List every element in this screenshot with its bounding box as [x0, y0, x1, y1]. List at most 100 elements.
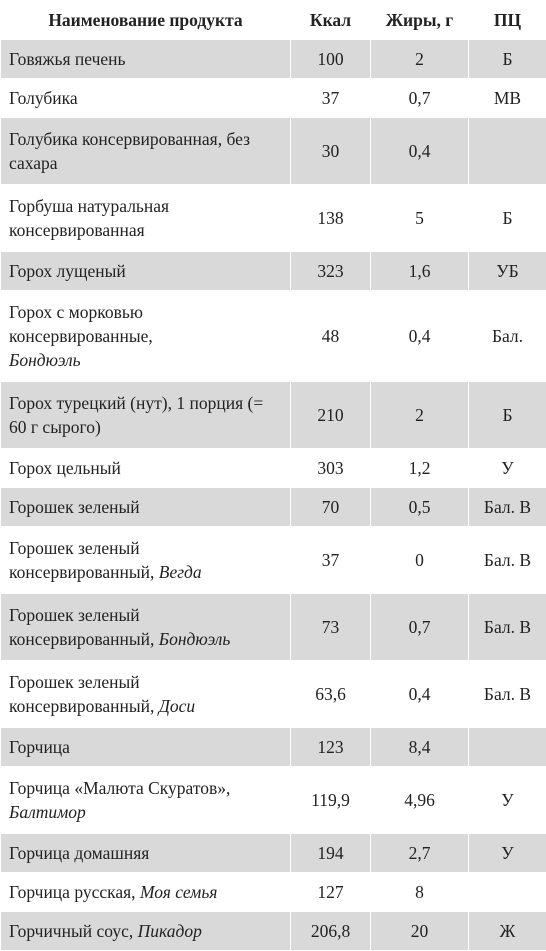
product-name: Горох турецкий (нут), 1 порция (= 60 г с…	[9, 393, 263, 437]
pc-cell: Ж	[469, 912, 546, 951]
kcal-cell: 48	[291, 291, 371, 382]
column-header-pc: ПЦ	[469, 1, 546, 40]
table-row: Горошек зеленый 70 0,5 Бал. В	[1, 488, 546, 527]
product-name-cell: Голубика консервированная, без сахара	[1, 118, 291, 185]
fat-cell: 2,7	[371, 834, 469, 873]
fat-cell: 1,6	[371, 252, 469, 291]
kcal-cell: 323	[291, 252, 371, 291]
pc-cell: Бал. В	[469, 527, 546, 594]
fat-cell: 4,96	[371, 767, 469, 834]
product-name-cell: Горох лущеный	[1, 252, 291, 291]
pc-cell	[469, 873, 546, 912]
product-name: Горох с морковью консервированные,	[9, 302, 153, 346]
fat-cell: 0,5	[371, 488, 469, 527]
table-row: Горчица «Малюта Скуратов», Балтимор 119,9…	[1, 767, 546, 834]
kcal-cell: 30	[291, 118, 371, 185]
table-row: Голубика консервированная, без сахара 30…	[1, 118, 546, 185]
kcal-cell: 70	[291, 488, 371, 527]
kcal-cell: 303	[291, 449, 371, 488]
product-name-cell: Говяжья печень	[1, 40, 291, 79]
product-name: Голубика	[9, 88, 78, 108]
product-name: Горох цельный	[9, 458, 121, 478]
product-name: Горчица	[9, 737, 70, 757]
fat-cell: 0,4	[371, 291, 469, 382]
product-name-cell: Горчичный соус, Пикадор	[1, 912, 291, 951]
product-brand: Балтимор	[9, 802, 86, 822]
pc-cell: Бал.	[469, 291, 546, 382]
pc-cell: Б	[469, 382, 546, 449]
product-name-cell: Горох с морковью консервированные, Бондюэ…	[1, 291, 291, 382]
product-name-cell: Горох турецкий (нут), 1 порция (= 60 г с…	[1, 382, 291, 449]
fat-cell: 0,4	[371, 661, 469, 728]
table-row: Горчица русская, Моя семья 127 8	[1, 873, 546, 912]
table-row: Горох цельный 303 1,2 У	[1, 449, 546, 488]
table-row: Горох с морковью консервированные, Бондюэ…	[1, 291, 546, 382]
product-name: Горошек зеленый консервированный,	[9, 672, 154, 716]
product-name: Голубика консервированная, без сахара	[9, 129, 250, 173]
kcal-cell: 127	[291, 873, 371, 912]
product-brand: Бондюэль	[159, 629, 231, 649]
fat-cell: 0	[371, 527, 469, 594]
pc-cell: У	[469, 834, 546, 873]
pc-cell: Б	[469, 40, 546, 79]
kcal-cell: 206,8	[291, 912, 371, 951]
kcal-cell: 100	[291, 40, 371, 79]
product-brand: Доси	[159, 696, 195, 716]
product-name: Горбуша натуральная консервированная	[9, 196, 169, 240]
pc-cell: Б	[469, 185, 546, 252]
fat-cell: 8	[371, 873, 469, 912]
product-brand: Моя семья	[140, 882, 218, 902]
kcal-cell: 210	[291, 382, 371, 449]
pc-cell: МВ	[469, 79, 546, 118]
table-row: Горчичный соус, Пикадор 206,8 20 Ж	[1, 912, 546, 951]
table-row: Горошек зеленый консервированный, Бондюэ…	[1, 594, 546, 661]
product-name-cell: Горох цельный	[1, 449, 291, 488]
table-row: Горчица домашняя 194 2,7 У	[1, 834, 546, 873]
column-header-kcal: Ккал	[291, 1, 371, 40]
pc-cell	[469, 728, 546, 767]
kcal-cell: 73	[291, 594, 371, 661]
fat-cell: 8,4	[371, 728, 469, 767]
pc-cell: Бал. В	[469, 661, 546, 728]
product-name-cell: Горчица русская, Моя семья	[1, 873, 291, 912]
product-name-cell: Горошек зеленый	[1, 488, 291, 527]
product-name: Горчица русская,	[9, 882, 136, 902]
pc-cell: Бал. В	[469, 594, 546, 661]
table-row: Горошек зеленый консервированный, Доси 6…	[1, 661, 546, 728]
pc-cell: У	[469, 449, 546, 488]
product-name: Горошек зеленый консервированный,	[9, 538, 154, 582]
fat-cell: 2	[371, 382, 469, 449]
table-row: Горох лущеный 323 1,6 УБ	[1, 252, 546, 291]
product-name: Горох лущеный	[9, 261, 126, 281]
pc-cell: У	[469, 767, 546, 834]
product-brand: Бондюэль	[9, 350, 81, 370]
product-name-cell: Горчица домашняя	[1, 834, 291, 873]
fat-cell: 20	[371, 912, 469, 951]
product-name-cell: Голубика	[1, 79, 291, 118]
product-name: Горчица «Малюта Скуратов»,	[9, 778, 230, 798]
pc-cell: УБ	[469, 252, 546, 291]
kcal-cell: 123	[291, 728, 371, 767]
product-name-cell: Горчица	[1, 728, 291, 767]
product-name: Горошек зеленый	[9, 497, 140, 517]
fat-cell: 0,4	[371, 118, 469, 185]
product-name: Горчичный соус,	[9, 921, 133, 941]
kcal-cell: 138	[291, 185, 371, 252]
pc-cell	[469, 118, 546, 185]
product-name: Говяжья печень	[9, 49, 126, 69]
product-brand: Вегда	[159, 562, 202, 582]
header-row: Наименование продукта Ккал Жиры, г ПЦ	[1, 1, 546, 40]
kcal-cell: 194	[291, 834, 371, 873]
pc-cell: Бал. В	[469, 488, 546, 527]
kcal-cell: 119,9	[291, 767, 371, 834]
product-name-cell: Горбуша натуральная консервированная	[1, 185, 291, 252]
fat-cell: 1,2	[371, 449, 469, 488]
table-row: Горошек зеленый консервированный, Вегда …	[1, 527, 546, 594]
fat-cell: 0,7	[371, 594, 469, 661]
table-row: Горчица 123 8,4	[1, 728, 546, 767]
product-name-cell: Горчица «Малюта Скуратов», Балтимор	[1, 767, 291, 834]
product-brand: Пикадор	[138, 921, 202, 941]
table-row: Горбуша натуральная консервированная 138…	[1, 185, 546, 252]
kcal-cell: 63,6	[291, 661, 371, 728]
